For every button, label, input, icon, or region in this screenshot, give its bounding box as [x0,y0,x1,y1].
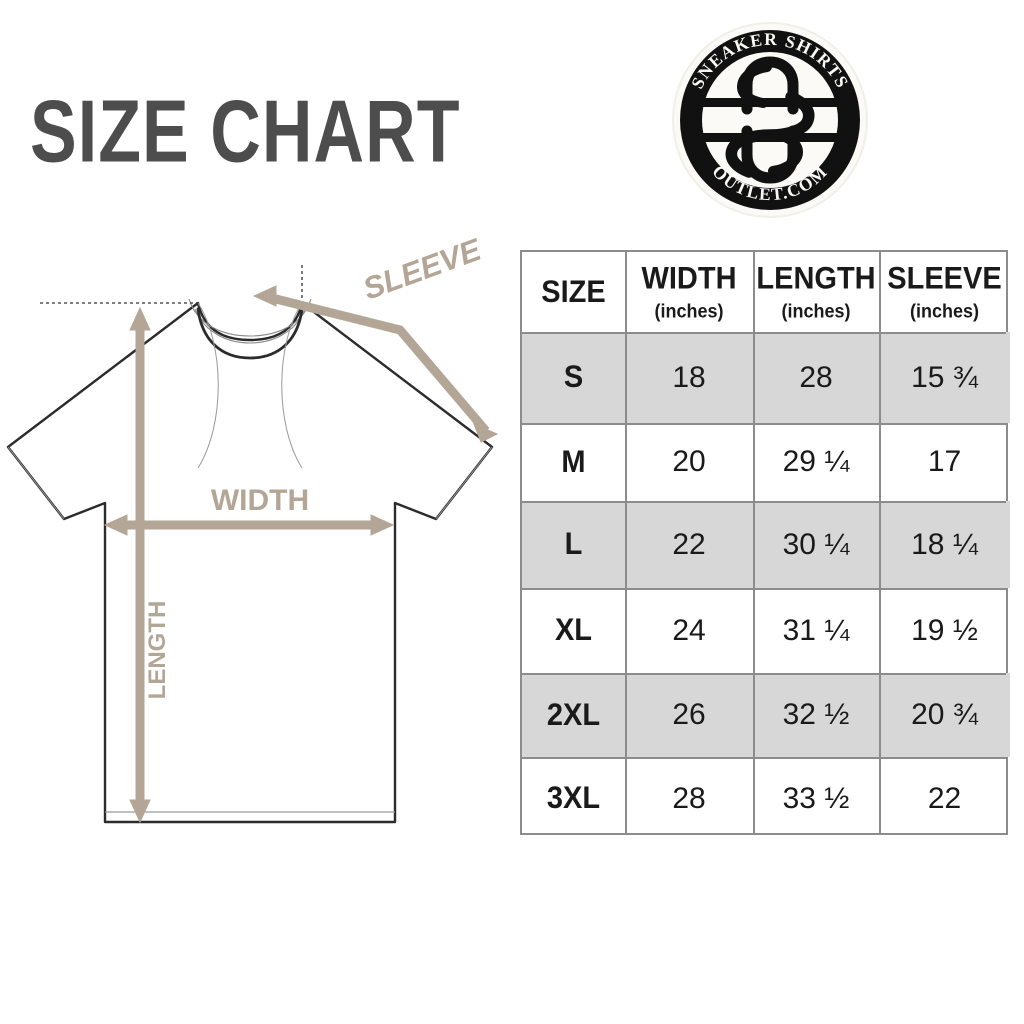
svg-text:LENGTH: LENGTH [144,601,171,700]
svg-text:SLEEVE: SLEEVE [358,231,486,306]
svg-text:WIDTH: WIDTH [211,484,309,517]
